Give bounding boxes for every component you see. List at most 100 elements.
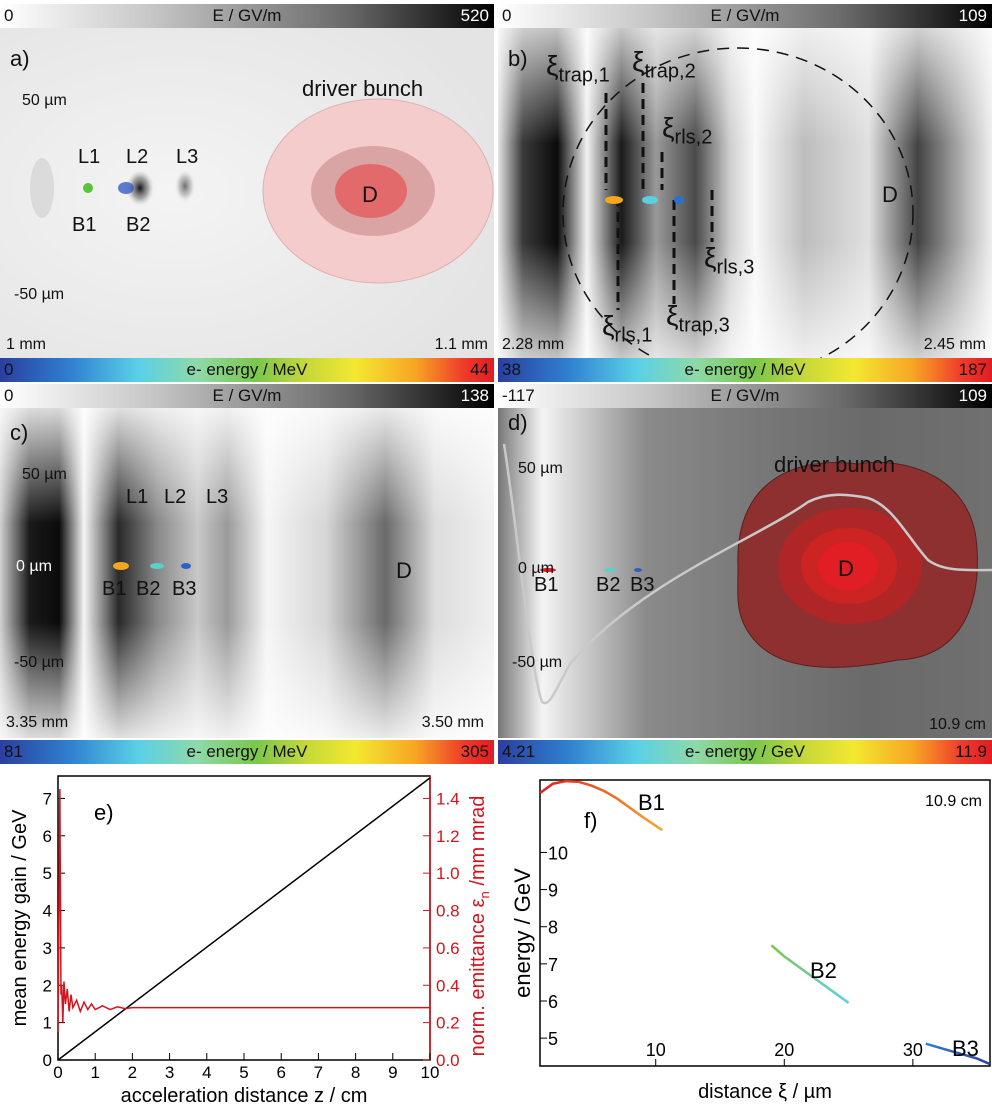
y2-label-main: norm. emittance ε — [467, 898, 489, 1056]
series-label-b1: B1 — [638, 790, 665, 815]
y-label-bottom: -50 µm — [14, 654, 65, 671]
colorbar-title: E / GV/m — [212, 6, 282, 25]
y-axis-label: mean energy gain / GeV — [9, 809, 31, 1026]
label-L2: L2 — [126, 146, 149, 168]
colorbar-max: 109 — [958, 6, 987, 25]
x-tick-label: 3 — [165, 1063, 174, 1082]
y-tick-label: 3 — [43, 939, 52, 958]
panel-c: c) 50 µm 0 µm -50 µm L1 L2 L3 B1 B2 B3 D… — [0, 408, 494, 738]
driver-label: D — [882, 182, 898, 207]
time-annotation: 10.9 cm — [925, 793, 982, 810]
energy-colorbar-b: 38 e- energy / MeV 187 — [498, 358, 992, 382]
energy-colorbar-d: 4.21 e- energy / GeV 11.9 — [498, 740, 992, 764]
panel-label: f) — [584, 808, 597, 833]
y-tick-label: 1 — [43, 1014, 52, 1033]
y-tick-label: 6 — [43, 827, 52, 846]
label-L3: L3 — [176, 146, 199, 168]
emittance-line — [57, 789, 430, 1032]
x-tick-label: 30 — [903, 1040, 923, 1060]
x-tick-label: 8 — [351, 1063, 360, 1082]
driver-bunch-label: driver bunch — [774, 452, 896, 477]
chart-f: 10 20 30 5 6 7 8 9 10 B1 B2 B3 f) 10.9 cm distance ξ /… — [510, 779, 991, 1103]
label-L2: L2 — [164, 486, 187, 508]
panel-a: a) 50 µm -50 µm driver bunch D L1 L2 L3 … — [0, 28, 494, 358]
x-label-right: 2.45 mm — [923, 336, 986, 353]
y-label-top: 50 µm — [22, 92, 67, 109]
label-B1: B1 — [102, 578, 127, 600]
y2-tick-label: 0.8 — [436, 902, 460, 921]
panel-label: e) — [94, 800, 114, 825]
y2-tick-label: 1.0 — [436, 864, 460, 883]
y2-label-sub: n — [477, 891, 492, 898]
label-B2: B2 — [126, 214, 151, 236]
y-tick-label: 4 — [43, 902, 52, 921]
x-label-right: 10.9 cm — [929, 716, 986, 733]
x-tick-label: 5 — [239, 1063, 248, 1082]
label-B1: B1 — [72, 214, 97, 236]
y-tick-label: 8 — [548, 918, 558, 938]
xi-rls-3: ξrls,3 — [704, 242, 754, 280]
xi-symbol: ξ — [662, 112, 675, 143]
colorbar-max: 520 — [460, 6, 489, 25]
panel-b-field-map — [498, 28, 992, 358]
y-tick-label: 7 — [43, 789, 52, 808]
colorbar-title: e- energy / GeV — [684, 742, 805, 761]
label-B2: B2 — [136, 578, 161, 600]
y2-tick-label: 0.4 — [436, 976, 460, 995]
plot-frame — [539, 779, 991, 1067]
panel-d-field-map — [498, 408, 992, 738]
y-tick-label: 9 — [548, 881, 558, 901]
panel-a-field-map — [0, 28, 494, 358]
y2-tick-label: 0.6 — [436, 939, 460, 958]
field-colorbar-a: 0 E / GV/m 520 — [0, 4, 494, 28]
xi-subscript: trap,2 — [644, 60, 696, 83]
colorbar-max: 187 — [958, 360, 987, 379]
x-label-left: 1 mm — [6, 336, 46, 353]
y2-tick-label: 0.2 — [436, 1014, 460, 1033]
xi-trap-1: ξtrap,1 — [546, 50, 610, 88]
xi-symbol: ξ — [602, 310, 615, 341]
colorbar-min: 4.21 — [502, 742, 536, 761]
colorbar-min: 0 — [4, 386, 14, 405]
panel-d: d) 50 µm 0 µm -50 µm driver bunch D B1 B… — [498, 408, 992, 738]
colorbar-title: E / GV/m — [710, 386, 780, 405]
y-tick-label: 5 — [43, 864, 52, 883]
panel-label: a) — [10, 46, 30, 71]
y-tick-label: 2 — [43, 976, 52, 995]
colorbar-min: 81 — [4, 742, 23, 761]
colorbar-min: -117 — [502, 386, 535, 405]
y-label-top: 50 µm — [518, 460, 563, 477]
y-label-top: 50 µm — [22, 466, 67, 483]
energy-colorbar-c: 81 e- energy / MeV 305 — [0, 740, 494, 764]
y-label-mid: 0 µm — [16, 558, 52, 575]
xi-subscript: rls,2 — [674, 126, 713, 149]
y-tick-label: 6 — [548, 992, 558, 1012]
driver-bunch-label: driver bunch — [302, 76, 424, 101]
energy-gain-line — [57, 777, 431, 1061]
xi-rls-2: ξrls,2 — [662, 112, 712, 150]
panel-label: b) — [508, 46, 528, 71]
xi-symbol: ξ — [666, 300, 679, 331]
colorbar-max: 109 — [958, 386, 987, 405]
xi-subscript: trap,1 — [558, 64, 610, 87]
xi-subscript: rls,3 — [716, 256, 755, 279]
panel-label: c) — [10, 420, 29, 445]
xi-subscript: trap,3 — [678, 314, 730, 337]
colorbar-title: e- energy / MeV — [186, 360, 308, 379]
y2-tick-label: 1.4 — [436, 789, 460, 808]
energy-colorbar-a: 0 e- energy / MeV 44 — [0, 358, 494, 382]
driver-label: D — [838, 556, 854, 581]
x-tick-label: 10 — [421, 1063, 440, 1082]
y2-tick-label: 1.2 — [436, 827, 460, 846]
x-axis-label: acceleration distance z / cm — [121, 1085, 368, 1107]
panel-b: b) ξtrap,1 ξtrap,2 ξrls,2 ξrls,3 ξtrap,3… — [498, 28, 992, 358]
y2-axis-label: norm. emittance εn /mm mrad — [467, 796, 492, 1057]
series-label-b2: B2 — [810, 958, 837, 983]
colorbar-min: 0 — [4, 6, 14, 25]
driver-label: D — [362, 182, 378, 207]
colorbar-max: 305 — [460, 742, 489, 761]
colorbar-min: 38 — [502, 360, 521, 379]
x-tick-label: 20 — [774, 1040, 794, 1060]
xi-symbol: ξ — [546, 50, 559, 81]
x-label-right: 1.1 mm — [434, 336, 488, 353]
